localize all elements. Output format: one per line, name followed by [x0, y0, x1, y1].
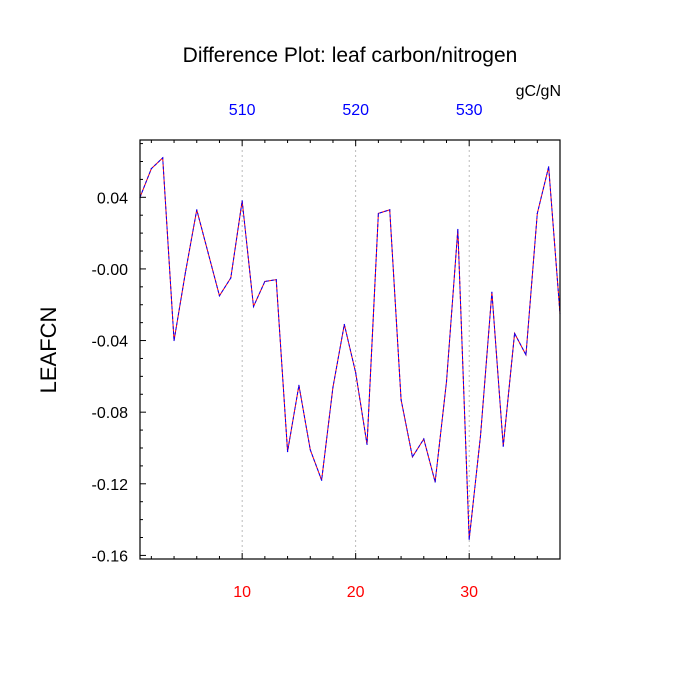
- data-point: [457, 228, 459, 231]
- grid-lines: [241, 140, 470, 559]
- x-tick-label-top: 530: [456, 102, 483, 119]
- data-point: [184, 271, 187, 274]
- data-point: [513, 332, 516, 334]
- data-point: [275, 279, 277, 281]
- data-point: [400, 399, 402, 401]
- x-tick-label-bottom: 10: [233, 584, 251, 601]
- data-point: [309, 449, 311, 451]
- series-lines: [139, 156, 561, 540]
- data-point: [479, 434, 482, 437]
- chart-title: Difference Plot: leaf carbon/nitrogen: [183, 44, 518, 67]
- data-point: [536, 212, 538, 215]
- data-point: [389, 209, 391, 211]
- plot-frame: [139, 139, 561, 560]
- data-point: [434, 481, 436, 483]
- y-tick-label: -0.12: [92, 477, 129, 494]
- data-point: [162, 157, 164, 159]
- data-point: [502, 445, 504, 447]
- data-point: [298, 384, 300, 386]
- data-point: [321, 479, 323, 481]
- data-point: [230, 277, 232, 279]
- data-point: [548, 166, 550, 168]
- x-tick-label-top: 520: [342, 102, 369, 119]
- y-tick-label: -0.00: [92, 262, 129, 279]
- data-point: [411, 456, 414, 458]
- data-point: [332, 386, 334, 388]
- data-point: [252, 305, 255, 308]
- x-tick-label-bottom: 20: [347, 584, 365, 601]
- axis-ticks: [140, 140, 561, 559]
- x-tick-label-top: 510: [229, 102, 256, 119]
- x-tick-label-bottom: 30: [460, 584, 478, 601]
- data-point: [491, 291, 493, 293]
- data-point: [150, 168, 152, 170]
- y-axis-label: LEAFCN: [36, 307, 61, 394]
- data-point: [241, 200, 243, 202]
- series-line-dashed: [139, 156, 561, 540]
- data-point: [207, 252, 209, 254]
- data-point: [445, 381, 448, 383]
- tick-labels: 10 20 30 510 520 530 0.04 -0.00 -0.04 -0.08 -0.12 -…: [92, 102, 483, 601]
- units-label: gC/gN: [516, 83, 561, 100]
- data-point: [468, 538, 470, 540]
- data-point: [173, 339, 175, 342]
- data-point: [525, 354, 527, 356]
- data-point: [286, 450, 289, 453]
- data-point: [264, 280, 266, 283]
- y-tick-label: -0.04: [92, 334, 129, 351]
- data-point: [343, 323, 345, 326]
- data-point: [366, 443, 368, 446]
- y-tick-label: 0.04: [97, 190, 128, 207]
- y-tick-label: -0.16: [92, 548, 129, 565]
- data-point: [355, 372, 357, 374]
- data-point: [377, 212, 379, 215]
- y-tick-label: -0.08: [92, 405, 129, 422]
- data-point: [218, 295, 221, 297]
- data-point: [196, 209, 198, 211]
- data-point: [423, 438, 425, 440]
